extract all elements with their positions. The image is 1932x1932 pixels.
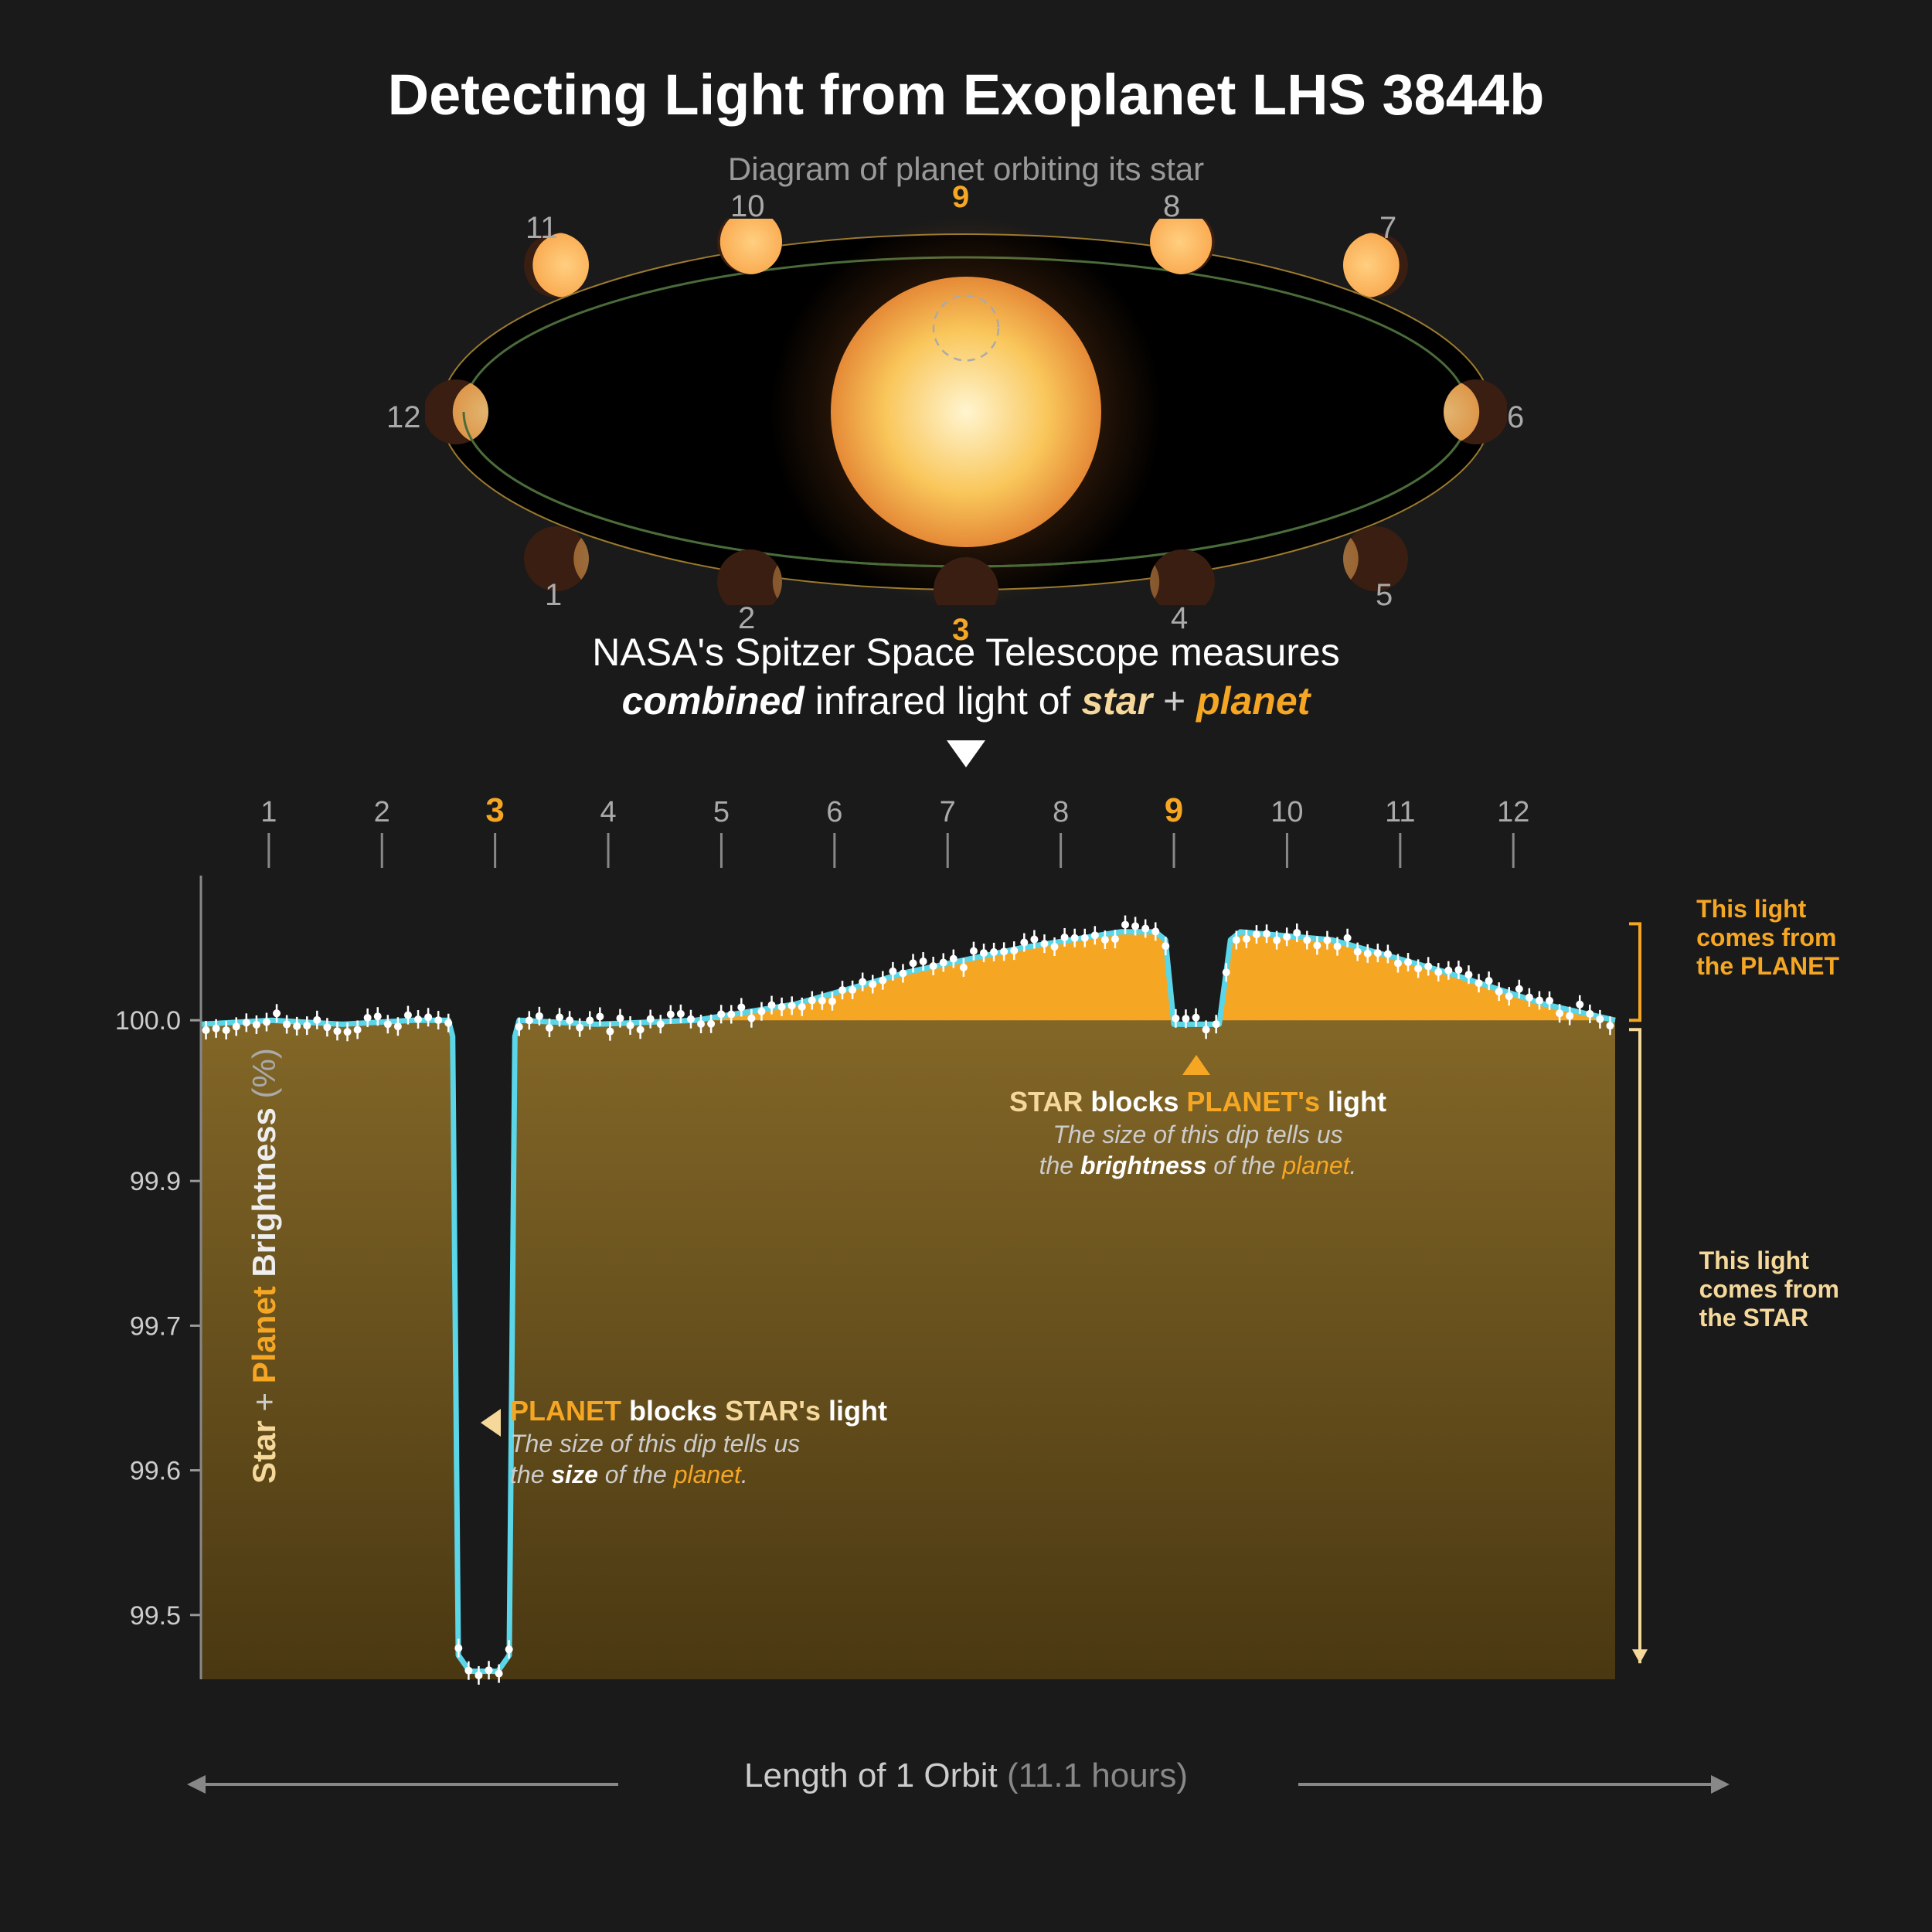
svg-text:2: 2: [374, 796, 390, 828]
svg-text:1: 1: [260, 796, 277, 828]
svg-text:99.6: 99.6: [130, 1457, 181, 1486]
orbit-position-label: 7: [1379, 211, 1396, 246]
light-curve-chart: 100.099.999.799.699.5123456789101112 Sta…: [62, 783, 1870, 1749]
mid-plus: +: [1152, 679, 1196, 723]
transit-annotation: PLANET blocks STAR's light The size of t…: [510, 1393, 974, 1490]
orbit-position-label: 2: [738, 601, 755, 636]
orbit-position-label: 10: [730, 189, 765, 224]
orbit-position-label: 8: [1163, 189, 1180, 224]
main-title: Detecting Light from Exoplanet LHS 3844b: [62, 62, 1870, 128]
svg-text:6: 6: [826, 796, 842, 828]
svg-text:5: 5: [713, 796, 730, 828]
svg-text:3: 3: [485, 791, 504, 829]
right-annot-planet: This light comes from the PLANET: [1696, 895, 1839, 980]
chart-svg: 100.099.999.799.699.5123456789101112: [62, 783, 1870, 1749]
orbit-position-label: 3: [952, 613, 969, 648]
x-arrow-right-icon: [1298, 1783, 1716, 1786]
orbit-position-label: 9: [952, 180, 969, 215]
svg-text:99.7: 99.7: [130, 1311, 181, 1341]
svg-text:99.5: 99.5: [130, 1601, 181, 1631]
orbit-position-label: 12: [386, 400, 421, 435]
orbit-svg: [425, 219, 1507, 605]
mid-planet: planet: [1196, 679, 1310, 723]
down-arrow-icon: [947, 740, 985, 767]
eclipse-annotation: STAR blocks PLANET's light The size of t…: [966, 1084, 1430, 1181]
orbit-position-label: 4: [1171, 601, 1188, 636]
orbit-diagram: 121110987654321: [425, 219, 1507, 605]
x-axis-label: Length of 1 Orbit (11.1 hours): [744, 1757, 1188, 1795]
orbit-position-label: 6: [1507, 400, 1524, 435]
transit-pointer-icon: [481, 1409, 501, 1437]
svg-text:8: 8: [1053, 796, 1069, 828]
mid-line2: infrared light of: [804, 679, 1082, 723]
orbit-position-label: 1: [545, 578, 562, 613]
svg-text:10: 10: [1270, 796, 1303, 828]
mid-star: star: [1081, 679, 1152, 723]
y-axis-label: Star + Planet Brightness (%): [246, 1048, 283, 1484]
svg-text:11: 11: [1385, 796, 1415, 828]
svg-text:12: 12: [1497, 796, 1529, 828]
eclipse-pointer-icon: [1182, 1055, 1210, 1075]
mid-combined: combined: [622, 679, 804, 723]
infographic-root: Detecting Light from Exoplanet LHS 3844b…: [0, 0, 1932, 1932]
svg-text:7: 7: [940, 796, 956, 828]
svg-text:100.0: 100.0: [115, 1006, 181, 1036]
svg-text:99.9: 99.9: [130, 1167, 181, 1196]
orbit-position-label: 5: [1376, 578, 1393, 613]
svg-text:4: 4: [600, 796, 616, 828]
svg-text:9: 9: [1165, 791, 1183, 829]
x-arrow-left-icon: [201, 1783, 618, 1786]
right-annot-star: This light comes from the STAR: [1699, 1247, 1839, 1332]
orbit-position-label: 11: [526, 211, 558, 246]
